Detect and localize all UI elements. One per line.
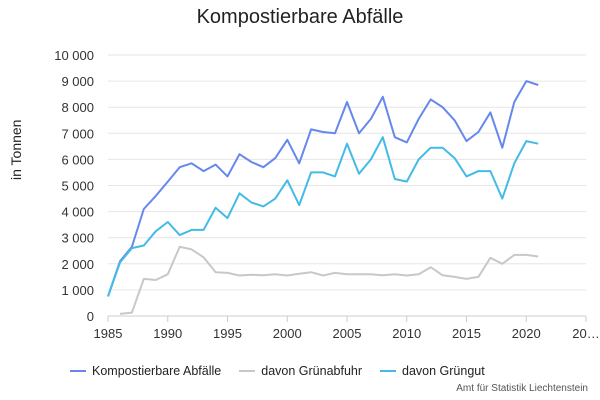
x-tick-label: 2020	[512, 326, 541, 341]
x-tick-label: 2000	[273, 326, 302, 341]
y-tick-label: 9 000	[61, 74, 94, 89]
x-tick-label: 2010	[392, 326, 421, 341]
series-line-0	[107, 80, 539, 297]
legend-swatch	[239, 370, 256, 372]
y-tick-label: 4 000	[61, 205, 94, 220]
y-tick-label: 0	[87, 309, 94, 324]
y-tick-label: 7 000	[61, 126, 94, 141]
y-tick-label: 3 000	[61, 231, 94, 246]
y-tick-label: 5 000	[61, 179, 94, 194]
x-tick-label: 2015	[452, 326, 481, 341]
credits[interactable]: Amt für Statistik Liechtenstein	[456, 383, 588, 394]
x-tick-label: 1995	[213, 326, 242, 341]
y-tick-labels: 0 1 000 2 000 3 000 4 000 5 000 6 000 7 000 8 00…	[54, 48, 94, 324]
y-tick-label: 10 000	[54, 48, 94, 63]
legend-swatch	[70, 370, 86, 372]
legend-label: davon Grüngut	[402, 364, 485, 378]
legend-item-gruengut[interactable]: davon Grüngut	[380, 364, 485, 378]
x-tick-label: 2005	[333, 326, 362, 341]
legend-item-gruenabfuhr[interactable]: davon Grünabfuhr	[239, 364, 362, 378]
y-tick-label: 8 000	[61, 100, 94, 115]
series-line-2	[107, 136, 539, 297]
x-tick-label: 20…	[572, 326, 599, 341]
x-tick-labels: 1985 1990 1995 2000 2005 2010 2015 2020 20…	[94, 326, 600, 341]
chart-title: Kompostierbare Abfälle	[196, 6, 404, 28]
y-tick-label: 6 000	[61, 152, 94, 167]
y-tick-label: 2 000	[61, 257, 94, 272]
legend[interactable]: Kompostierbare Abfälle davon Grünabfuhr …	[70, 364, 485, 378]
x-tick-label: 1985	[94, 326, 123, 341]
legend-label: Kompostierbare Abfälle	[92, 364, 222, 378]
legend-item-kompostierbare[interactable]: Kompostierbare Abfälle	[70, 364, 221, 378]
gridlines	[107, 54, 587, 322]
series-line-1	[119, 245, 539, 315]
series-lines	[107, 80, 539, 315]
x-tick-label: 1990	[153, 326, 182, 341]
legend-label: davon Grünabfuhr	[261, 364, 363, 378]
legend-swatch	[380, 370, 397, 372]
y-tick-label: 1 000	[61, 283, 94, 298]
